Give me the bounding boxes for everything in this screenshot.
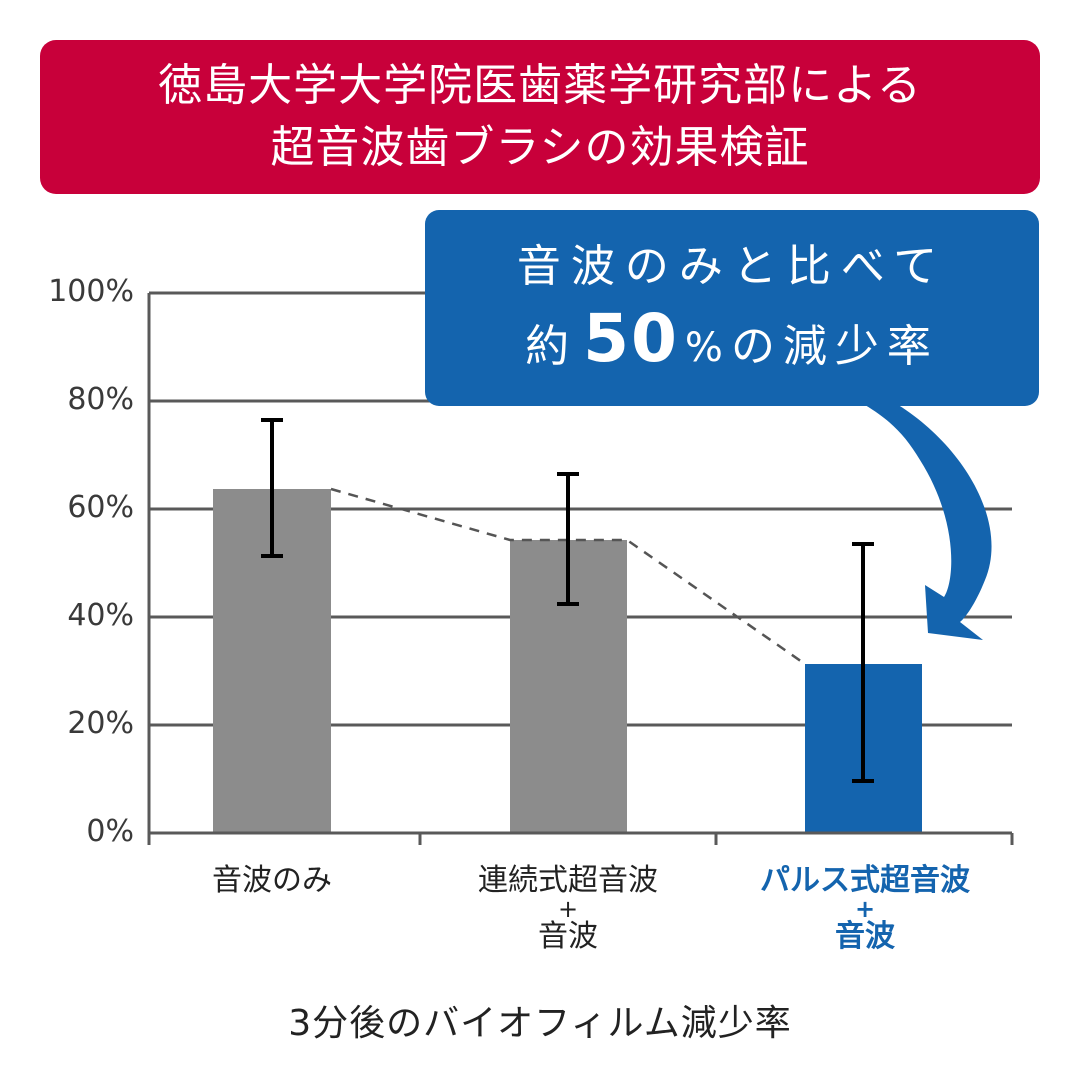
- plus-sign: +: [854, 895, 876, 923]
- ytick-20: 20%: [67, 706, 134, 741]
- ytick-60: 60%: [67, 490, 134, 525]
- title-line-2: 超音波歯ブラシの効果検証: [270, 122, 810, 173]
- xlabel-line: 音波: [835, 919, 895, 954]
- error-bars: [261, 418, 874, 783]
- ytick-0: 0%: [86, 814, 134, 849]
- plus-sign: +: [557, 895, 579, 923]
- xlabel-sonic-only: 音波のみ: [172, 864, 372, 898]
- callout-number: 50: [583, 299, 679, 377]
- x-axis-title: 3分後のバイオフィルム減少率: [288, 1003, 792, 1044]
- title-banner: 徳島大学大学院医歯薬学研究部による 超音波歯ブラシの効果検証: [40, 40, 1040, 194]
- xlabel-line: 音波: [538, 919, 598, 954]
- callout-suffix: の減少率: [730, 320, 939, 372]
- xlabel-line: 連続式超音波: [478, 863, 658, 898]
- ytick-40: 40%: [67, 598, 134, 633]
- callout-line-1: 音波のみと比べて: [516, 240, 948, 292]
- callout-line-2: 約 50 % の減少率: [525, 299, 939, 385]
- ytick-80: 80%: [67, 382, 134, 417]
- callout-box: 音波のみと比べて 約 50 % の減少率: [425, 210, 1039, 406]
- ytick-100: 100%: [48, 274, 134, 309]
- xlabel-pulse: パルス式超音波 + 音波: [725, 864, 1005, 954]
- callout-prefix: 約: [525, 320, 578, 372]
- axes: [147, 293, 1014, 845]
- xlabel-continuous: 連続式超音波 + 音波: [438, 864, 698, 954]
- trend-dashed-line: [330, 487, 806, 666]
- curved-arrow-down-icon: [865, 400, 992, 640]
- xlabel-line: 音波のみ: [212, 863, 332, 898]
- xlabel-line: パルス式超音波: [760, 863, 970, 898]
- callout-percent: %: [684, 324, 731, 371]
- title-line-1: 徳島大学大学院医歯薬学研究部による: [158, 60, 922, 111]
